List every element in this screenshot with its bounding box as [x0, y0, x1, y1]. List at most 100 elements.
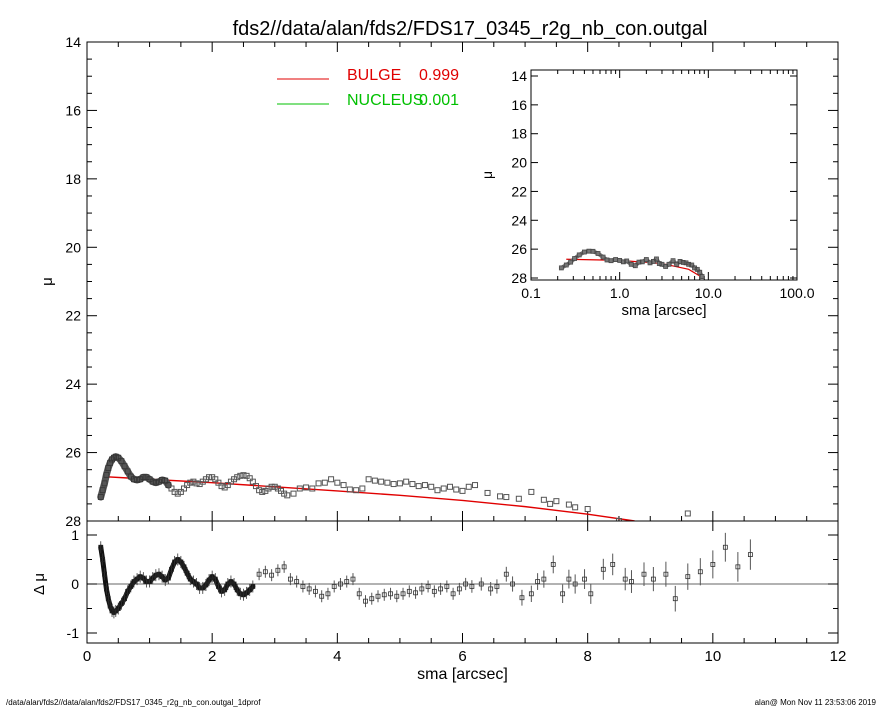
main-data-point [446, 483, 453, 490]
main-data-point [193, 480, 200, 487]
main-data-point [252, 483, 259, 490]
main-data-point [371, 477, 378, 484]
residual-point [456, 586, 462, 592]
residual-point [344, 579, 350, 584]
residual-point [582, 576, 587, 582]
residual-point [256, 571, 262, 577]
residual-point [203, 582, 209, 588]
main-data-point [234, 474, 241, 481]
residual-point [413, 590, 418, 596]
residual-ylabel: Δ μ [31, 573, 48, 595]
main-data-point [259, 488, 266, 495]
main-data-point [162, 477, 169, 484]
inset-data-point [581, 249, 587, 255]
inset-data-point [699, 274, 705, 279]
residual-point [300, 584, 306, 589]
main-data-point [107, 459, 114, 466]
main-data-point [174, 490, 181, 497]
main-ytick-label: 14 [65, 34, 81, 50]
inset-data-point [670, 258, 676, 264]
residual-point [356, 591, 362, 597]
residual-point [209, 574, 215, 580]
residual-point [672, 596, 678, 602]
inset-data-point [677, 259, 683, 264]
residual-point [438, 586, 443, 592]
inset-data-point [595, 251, 601, 256]
main-ytick-label: 22 [65, 308, 81, 324]
inset-data-point [656, 261, 662, 266]
residual-point [102, 571, 107, 577]
main-data-point [365, 476, 372, 483]
residual-point [650, 576, 656, 582]
main-data-point [190, 478, 197, 485]
residual-point [566, 576, 572, 582]
main-data-point [428, 483, 435, 490]
inset-xlabel: sma [arcsec] [621, 302, 706, 319]
inset-data-point [680, 260, 686, 265]
residual-point [610, 562, 616, 567]
main-data-point [249, 478, 256, 485]
residual-point [519, 595, 525, 601]
inset-data-point [576, 252, 582, 258]
main-data-point [143, 474, 150, 481]
residual-xtick-label: 4 [333, 648, 341, 665]
inset-data-point [674, 261, 680, 267]
residual-xtick-label: 2 [208, 648, 216, 665]
residual-xtick-label: 0 [83, 648, 91, 665]
inset-data-point [643, 257, 649, 262]
residual-point [231, 581, 237, 587]
inset-data-point [666, 261, 672, 267]
inset-ytick-label: 24 [511, 212, 527, 228]
inset-ytick-label: 20 [511, 155, 527, 171]
residual-point [313, 588, 318, 594]
main-data-point [353, 487, 360, 494]
residual-point [722, 544, 728, 550]
main-data-point [284, 492, 291, 499]
main-data-point [615, 518, 622, 521]
inset-data-point [620, 259, 626, 265]
inset-data-point [689, 262, 695, 268]
residual-point [572, 581, 578, 587]
inset-plot-frame [530, 69, 798, 281]
legend-value-nucleus: 0.001 [419, 92, 459, 109]
main-data-point [97, 494, 104, 500]
main-data-point [440, 485, 447, 492]
main-data-point [584, 506, 591, 513]
main-data-point [553, 498, 560, 505]
residual-point [463, 581, 469, 587]
inset-data-layer [558, 248, 705, 279]
residual-point [178, 559, 184, 565]
residual-xtick-label: 8 [583, 648, 591, 665]
main-data-point [218, 483, 225, 490]
residual-point [381, 592, 387, 598]
legend-label-bulge: BULGE [347, 67, 401, 84]
residual-point [350, 576, 356, 582]
main-data-point [171, 488, 178, 495]
residual-point [225, 581, 231, 587]
main-ytick-label: 16 [65, 102, 81, 118]
legend-value-bulge: 0.999 [419, 67, 459, 84]
residual-point [159, 574, 165, 580]
residual-point [550, 562, 556, 567]
inset-ytick-label: 18 [511, 126, 527, 142]
main-data-point [421, 482, 428, 489]
main-data-point [137, 476, 144, 483]
inset-data-point [694, 266, 700, 272]
inset-data-point [568, 259, 574, 265]
inset-data-point [647, 260, 653, 266]
main-data-point [547, 500, 554, 507]
main-ytick-label: 28 [65, 513, 81, 529]
residual-point [444, 584, 450, 589]
residual-point [219, 588, 224, 594]
main-data-point [334, 479, 341, 486]
main-data-point [684, 510, 691, 517]
main-data-point [240, 472, 247, 479]
residual-point [113, 608, 119, 614]
residual-point [184, 570, 190, 576]
main-data-point [134, 477, 140, 483]
residual-point [406, 588, 412, 594]
inset-data-point [624, 258, 630, 264]
main-data-point [434, 487, 441, 494]
